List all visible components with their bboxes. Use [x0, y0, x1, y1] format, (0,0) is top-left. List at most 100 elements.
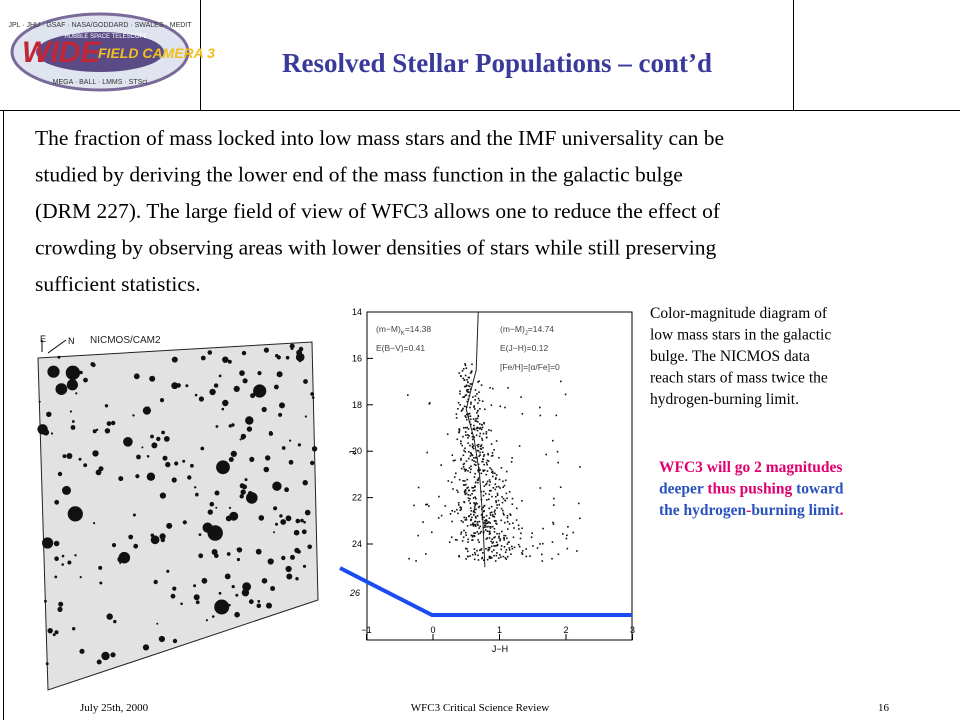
cmd-point	[482, 446, 484, 449]
cmd-point	[481, 424, 483, 426]
star	[52, 633, 56, 637]
cmd-point	[473, 508, 476, 510]
cmd-point	[464, 519, 467, 521]
cmd-point	[479, 408, 481, 410]
cmd-point	[438, 495, 440, 498]
cmd-point	[472, 445, 475, 447]
cmd-point	[471, 443, 474, 445]
cmd-point	[495, 500, 497, 502]
cmd-point	[490, 404, 493, 406]
cmd-point	[511, 457, 513, 459]
cmd-point	[474, 504, 477, 506]
star	[163, 436, 170, 442]
star	[290, 347, 294, 350]
star	[276, 355, 281, 360]
star	[272, 481, 282, 491]
star	[285, 355, 290, 360]
cmd-point	[460, 440, 462, 442]
star	[288, 459, 294, 465]
cmd-point	[567, 526, 569, 528]
cmd-point	[469, 418, 472, 421]
cmd-point	[478, 527, 480, 529]
cmd-point	[475, 497, 477, 500]
cmd-point	[482, 469, 484, 472]
cmd-point	[475, 464, 477, 466]
star	[205, 619, 208, 622]
cmd-point	[463, 491, 466, 494]
cmd-point	[501, 496, 503, 498]
cmd-point	[474, 399, 476, 401]
note-sub: K	[401, 331, 405, 337]
plot-note: [Fe/H]=[α/Fe]=0	[500, 362, 560, 372]
cmd-point	[467, 470, 469, 472]
cmd-point	[488, 530, 491, 533]
star	[165, 461, 171, 468]
cmd-point	[477, 471, 480, 473]
cmd-point	[498, 532, 501, 535]
star	[150, 533, 155, 538]
note-main: (m−M)	[500, 324, 525, 334]
cmd-point	[511, 545, 513, 548]
cmd-point	[491, 538, 493, 540]
cmd-point	[467, 550, 469, 553]
star	[263, 347, 269, 353]
cmd-point	[495, 477, 497, 479]
cmd-point	[464, 470, 466, 472]
star	[289, 439, 292, 442]
cmd-point	[465, 416, 467, 419]
star	[77, 508, 79, 511]
cmd-point	[481, 451, 484, 453]
cmd-point	[479, 549, 481, 552]
cmd-point	[428, 505, 430, 507]
star	[198, 553, 204, 559]
star	[99, 581, 103, 585]
cmd-point	[476, 444, 479, 447]
cmd-point	[477, 506, 480, 509]
cmd-point	[413, 504, 415, 507]
cmd-point	[497, 499, 500, 502]
star	[228, 506, 232, 509]
cmd-point	[473, 532, 475, 534]
cmd-point	[471, 454, 473, 456]
cmd-point	[463, 427, 465, 429]
star	[231, 585, 235, 589]
cmd-point	[493, 554, 495, 557]
star	[276, 371, 283, 378]
highlight-segment: WFC3 will go 2 magnitudes	[659, 459, 842, 476]
cmd-point	[448, 541, 451, 543]
star	[267, 558, 274, 565]
cmd-point	[485, 462, 488, 464]
cmd-point	[455, 472, 457, 475]
cmd-point	[483, 505, 485, 507]
star	[65, 365, 81, 380]
star	[57, 355, 61, 359]
cmd-point	[469, 444, 471, 447]
star	[161, 430, 166, 435]
star	[194, 486, 197, 489]
cmd-point	[467, 486, 469, 489]
star	[234, 611, 240, 618]
cmd-point	[493, 515, 496, 518]
star	[289, 343, 295, 349]
cmd-point	[476, 523, 479, 525]
cmd-point	[490, 429, 492, 432]
star	[215, 506, 218, 509]
cmd-point	[495, 486, 498, 488]
star	[310, 460, 315, 466]
cmd-point	[482, 458, 485, 460]
star	[214, 490, 220, 496]
cmd-point	[474, 503, 476, 505]
cmd-point	[552, 439, 554, 442]
star	[295, 577, 299, 581]
cmd-point	[462, 536, 465, 538]
plot-note: E(B−V)=0.41	[376, 343, 425, 353]
star	[151, 442, 158, 449]
cmd-point	[539, 406, 541, 409]
cmd-point	[482, 432, 485, 435]
note-rest: =14.74	[528, 324, 555, 334]
cmd-point	[477, 443, 480, 446]
cmd-point	[463, 385, 466, 388]
cmd-point	[495, 501, 497, 504]
cmd-point	[483, 463, 485, 466]
cmd-point	[465, 519, 468, 521]
